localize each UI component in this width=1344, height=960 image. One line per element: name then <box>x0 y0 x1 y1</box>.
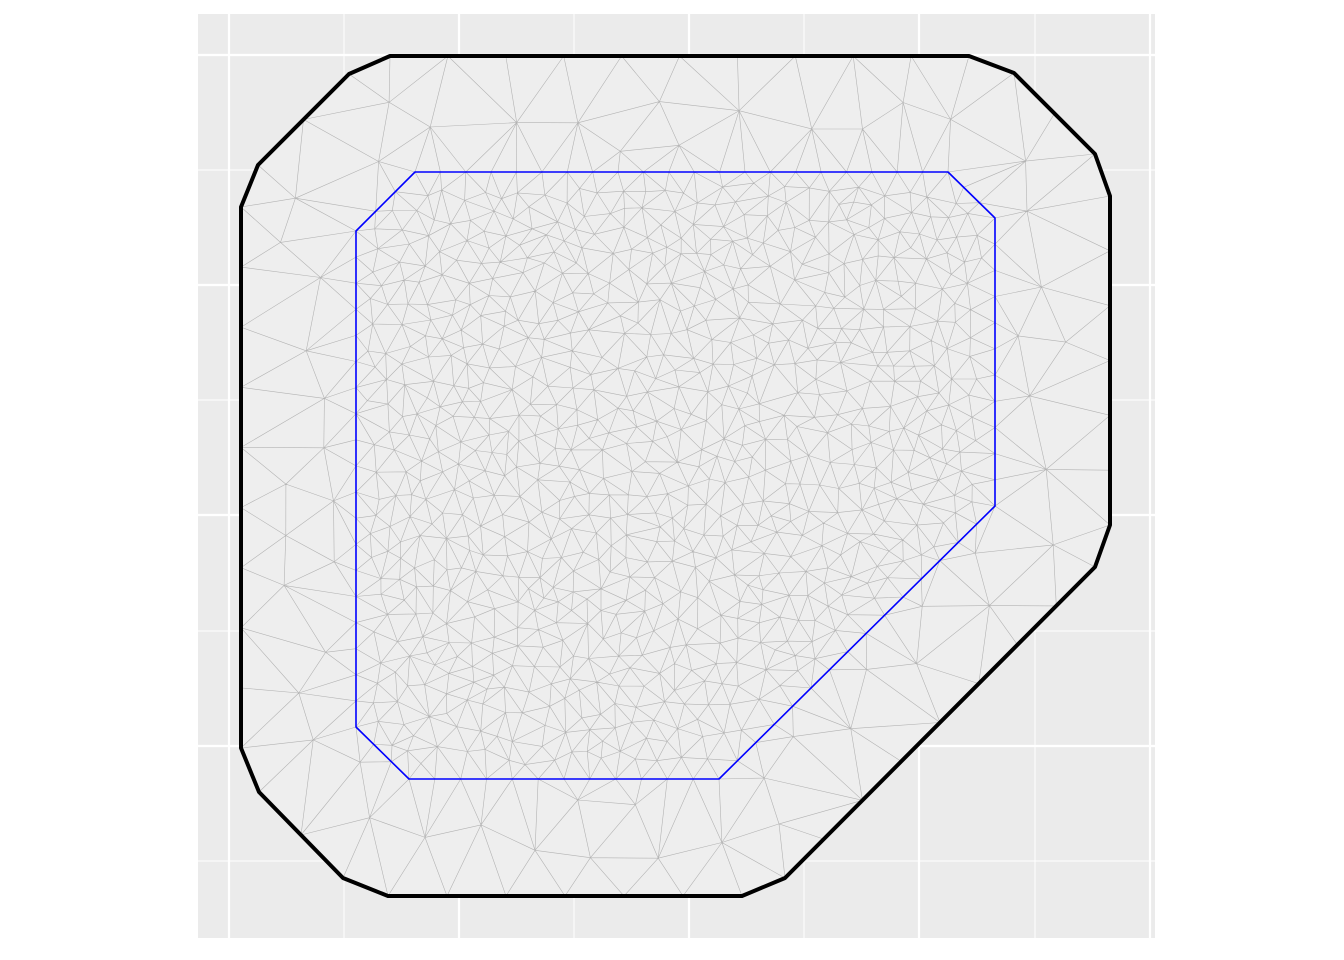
mesh-domain-fill <box>241 56 1110 896</box>
inner-boundary <box>355 171 996 780</box>
outer-boundary <box>239 54 1112 898</box>
